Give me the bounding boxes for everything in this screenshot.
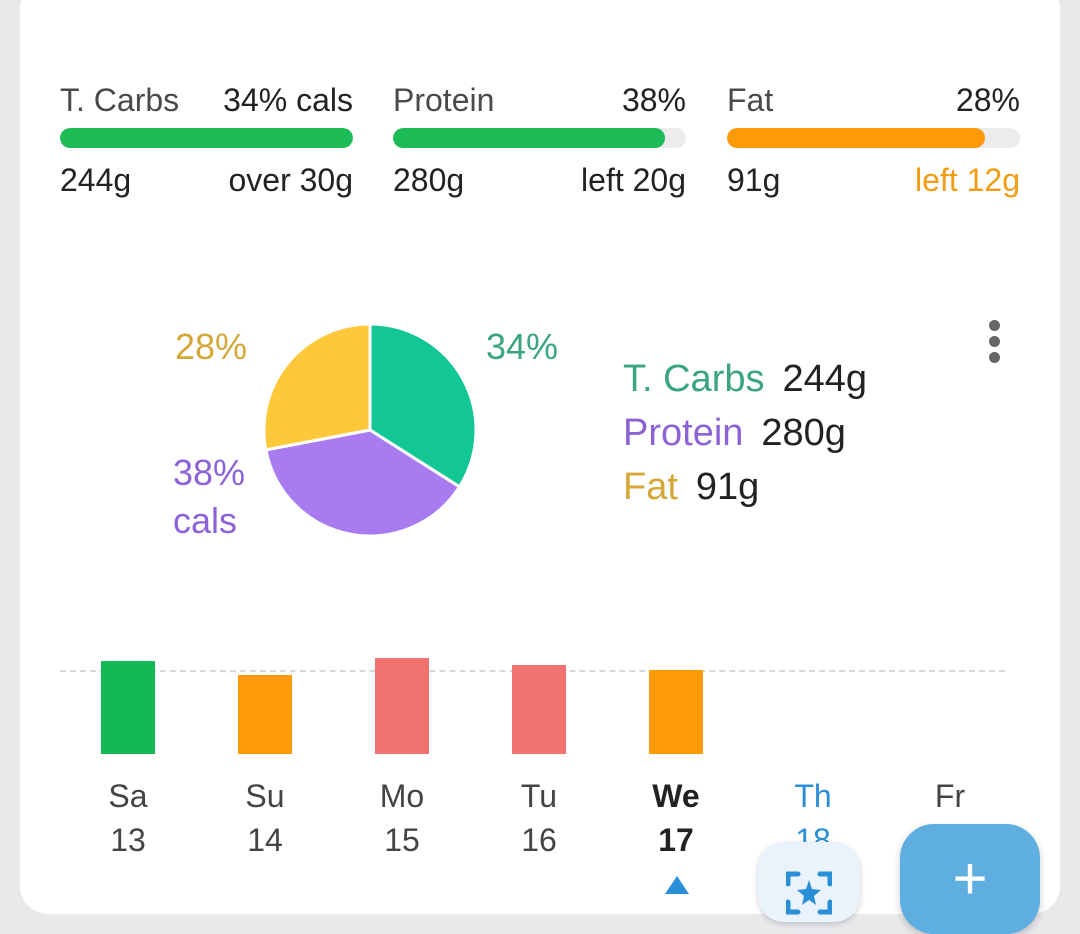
pie-svg bbox=[262, 322, 478, 538]
scan-icon bbox=[786, 871, 832, 915]
pie-label-protein: 38% bbox=[173, 452, 246, 493]
macro-progress-fill bbox=[60, 128, 353, 148]
more-options-icon[interactable] bbox=[986, 320, 1002, 364]
scan-button[interactable] bbox=[758, 842, 860, 922]
day-bar-tu[interactable] bbox=[512, 665, 566, 754]
day-date: 15 bbox=[384, 822, 420, 858]
macro-percent: 38% bbox=[621, 82, 686, 118]
macro-carbs: T. Carbs 34% cals 244g over 30g bbox=[60, 82, 353, 202]
day-date: 13 bbox=[110, 822, 146, 858]
legend-value: 244g bbox=[782, 358, 868, 400]
day-tu[interactable]: Tu 16 bbox=[494, 778, 584, 859]
day-su[interactable]: Su 14 bbox=[220, 778, 310, 859]
legend-value: 91g bbox=[695, 466, 760, 508]
pie-label-protein-unit: cals bbox=[173, 500, 238, 541]
macro-progress-track bbox=[393, 128, 686, 148]
macro-progress-fill bbox=[393, 128, 666, 148]
macro-status: over 30g bbox=[228, 162, 353, 198]
legend-name: Fat bbox=[623, 466, 678, 508]
pie-slice-protein bbox=[264, 428, 462, 538]
day-name: Sa bbox=[108, 778, 148, 814]
day-bar-we[interactable] bbox=[649, 670, 703, 754]
legend-protein: Protein 280g bbox=[623, 412, 846, 455]
day-name: Th bbox=[794, 778, 832, 814]
day-date: 17 bbox=[658, 822, 694, 858]
add-button[interactable]: + bbox=[900, 824, 1040, 934]
macro-protein: Protein 38% 280g left 20g bbox=[393, 82, 686, 202]
day-name: Mo bbox=[379, 778, 425, 814]
legend-carbs: T. Carbs 244g bbox=[623, 358, 867, 401]
day-fr[interactable]: Fr bbox=[905, 778, 995, 822]
pie-slice-fat bbox=[262, 322, 372, 452]
day-mo[interactable]: Mo 15 bbox=[357, 778, 447, 859]
day-sa[interactable]: Sa 13 bbox=[83, 778, 173, 859]
macro-percent: 34% cals bbox=[223, 82, 353, 118]
legend-name: T. Carbs bbox=[623, 358, 765, 400]
legend-value: 280g bbox=[761, 412, 846, 454]
macro-grams: 91g bbox=[727, 162, 781, 198]
macro-label: T. Carbs bbox=[60, 82, 180, 118]
macro-progress-track bbox=[60, 128, 353, 148]
day-bar-mo[interactable] bbox=[375, 658, 429, 754]
macro-pie-chart bbox=[262, 322, 478, 538]
day-bar-sa[interactable] bbox=[101, 661, 155, 754]
day-name: We bbox=[652, 778, 700, 814]
day-name: Su bbox=[245, 778, 285, 814]
day-date: 16 bbox=[521, 822, 557, 858]
macro-fat: Fat 28% 91g left 12g bbox=[727, 82, 1020, 202]
macro-summary-card bbox=[20, 0, 1060, 914]
legend-fat: Fat 91g bbox=[623, 466, 759, 509]
macro-percent: 28% bbox=[955, 82, 1020, 118]
macro-progress-track bbox=[727, 128, 1020, 148]
pie-label-carbs: 34% bbox=[486, 326, 559, 367]
day-name: Tu bbox=[520, 778, 558, 814]
macro-label: Protein bbox=[393, 82, 495, 118]
legend-name: Protein bbox=[623, 412, 744, 454]
day-name: Fr bbox=[934, 778, 966, 814]
selected-day-indicator bbox=[665, 876, 689, 894]
day-we[interactable]: We 17 bbox=[631, 778, 721, 859]
day-bar-su[interactable] bbox=[238, 675, 292, 754]
macro-grams: 280g bbox=[393, 162, 465, 198]
macro-status: left 20g bbox=[581, 162, 686, 198]
pie-label-fat: 28% bbox=[175, 326, 248, 367]
day-date: 14 bbox=[247, 822, 283, 858]
macro-label: Fat bbox=[727, 82, 774, 118]
macro-progress-fill bbox=[727, 128, 985, 148]
macro-grams: 244g bbox=[60, 162, 132, 198]
macro-status: left 12g bbox=[915, 162, 1020, 198]
